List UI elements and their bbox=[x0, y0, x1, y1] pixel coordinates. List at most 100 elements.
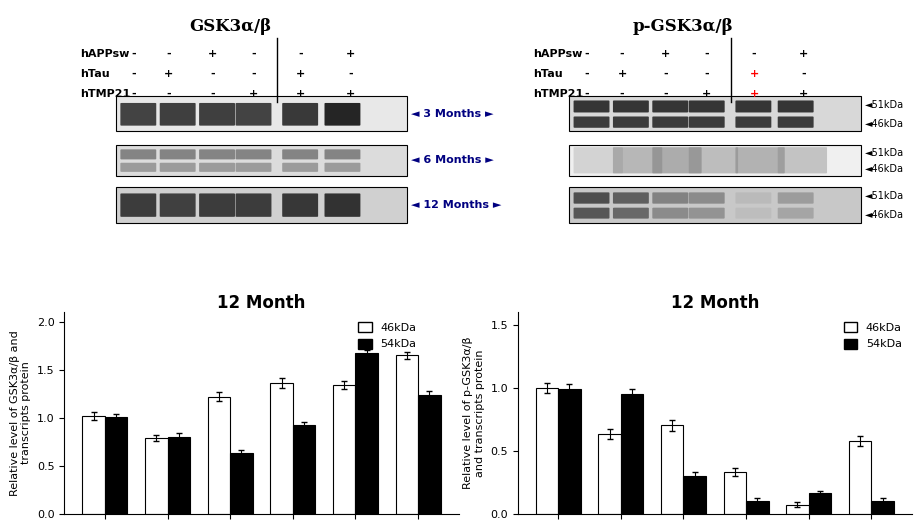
Y-axis label: Relative level of p-GSK3α/β
and transcripts protein: Relative level of p-GSK3α/β and transcri… bbox=[463, 336, 484, 489]
Text: +: + bbox=[702, 89, 712, 99]
FancyBboxPatch shape bbox=[236, 103, 272, 126]
Text: -: - bbox=[131, 89, 135, 99]
Text: -: - bbox=[131, 69, 135, 79]
Text: +: + bbox=[750, 69, 759, 79]
FancyBboxPatch shape bbox=[736, 116, 771, 128]
Text: -: - bbox=[584, 49, 589, 59]
FancyBboxPatch shape bbox=[282, 193, 318, 217]
Bar bbox=[168, 437, 190, 514]
FancyBboxPatch shape bbox=[282, 103, 318, 126]
FancyBboxPatch shape bbox=[689, 147, 738, 173]
Text: ◄ 6 Months ►: ◄ 6 Months ► bbox=[412, 155, 494, 165]
FancyBboxPatch shape bbox=[199, 103, 235, 126]
Title: 12 Month: 12 Month bbox=[670, 294, 759, 312]
FancyBboxPatch shape bbox=[777, 147, 827, 173]
Text: ◄ 12 Months ►: ◄ 12 Months ► bbox=[412, 200, 502, 210]
FancyBboxPatch shape bbox=[199, 149, 235, 159]
Text: -: - bbox=[131, 49, 135, 59]
Text: GSK3α/β: GSK3α/β bbox=[189, 18, 271, 35]
Bar bbox=[145, 438, 168, 514]
Text: +: + bbox=[297, 89, 306, 99]
Text: ◄51kDa: ◄51kDa bbox=[865, 100, 904, 110]
Text: +: + bbox=[799, 89, 808, 99]
Y-axis label: Relative level of GSK3α/β and
transcripts protein: Relative level of GSK3α/β and transcript… bbox=[10, 330, 31, 496]
Text: -: - bbox=[251, 69, 256, 79]
Bar bbox=[849, 441, 871, 514]
Text: +: + bbox=[249, 89, 258, 99]
FancyBboxPatch shape bbox=[652, 116, 688, 128]
Text: ◄46kDa: ◄46kDa bbox=[865, 210, 904, 220]
Text: -: - bbox=[167, 89, 171, 99]
Text: ◄51kDa: ◄51kDa bbox=[865, 148, 904, 158]
FancyBboxPatch shape bbox=[689, 101, 725, 113]
Text: hTau: hTau bbox=[533, 69, 563, 79]
Text: -: - bbox=[210, 89, 215, 99]
Text: -: - bbox=[801, 69, 806, 79]
Bar bbox=[105, 417, 127, 514]
FancyBboxPatch shape bbox=[689, 192, 725, 204]
FancyBboxPatch shape bbox=[121, 103, 157, 126]
Text: +: + bbox=[799, 49, 808, 59]
Text: hAPPsw: hAPPsw bbox=[533, 49, 583, 59]
Text: ◄46kDa: ◄46kDa bbox=[865, 118, 904, 128]
Bar bbox=[230, 453, 252, 514]
Bar bbox=[558, 389, 581, 514]
FancyBboxPatch shape bbox=[652, 192, 688, 204]
FancyBboxPatch shape bbox=[574, 116, 610, 128]
FancyBboxPatch shape bbox=[282, 163, 318, 172]
FancyBboxPatch shape bbox=[159, 193, 195, 217]
FancyBboxPatch shape bbox=[236, 193, 272, 217]
Text: -: - bbox=[705, 69, 709, 79]
Text: -: - bbox=[251, 49, 256, 59]
Title: 12 Month: 12 Month bbox=[217, 294, 306, 312]
FancyBboxPatch shape bbox=[236, 163, 272, 172]
FancyBboxPatch shape bbox=[121, 193, 157, 217]
Bar bbox=[599, 434, 621, 514]
Bar bbox=[270, 383, 293, 514]
FancyBboxPatch shape bbox=[282, 149, 318, 159]
FancyBboxPatch shape bbox=[689, 116, 725, 128]
Text: ◄46kDa: ◄46kDa bbox=[865, 164, 904, 174]
FancyBboxPatch shape bbox=[121, 149, 157, 159]
FancyBboxPatch shape bbox=[652, 208, 688, 219]
Text: -: - bbox=[584, 89, 589, 99]
Bar bbox=[356, 354, 378, 514]
Bar bbox=[116, 187, 407, 223]
Bar bbox=[569, 145, 860, 176]
Text: +: + bbox=[345, 49, 355, 59]
Text: -: - bbox=[705, 49, 709, 59]
Text: ◄ 3 Months ►: ◄ 3 Months ► bbox=[412, 108, 494, 118]
FancyBboxPatch shape bbox=[777, 116, 813, 128]
Text: hTau: hTau bbox=[80, 69, 110, 79]
Text: +: + bbox=[164, 69, 173, 79]
Text: -: - bbox=[620, 89, 624, 99]
FancyBboxPatch shape bbox=[574, 208, 610, 219]
Bar bbox=[746, 501, 769, 514]
Bar bbox=[661, 425, 683, 514]
Text: -: - bbox=[298, 49, 303, 59]
Bar bbox=[621, 394, 644, 514]
FancyBboxPatch shape bbox=[159, 103, 195, 126]
FancyBboxPatch shape bbox=[777, 192, 813, 204]
Text: +: + bbox=[297, 69, 306, 79]
Text: -: - bbox=[752, 49, 756, 59]
FancyBboxPatch shape bbox=[574, 147, 623, 173]
FancyBboxPatch shape bbox=[324, 193, 360, 217]
FancyBboxPatch shape bbox=[159, 163, 195, 172]
FancyBboxPatch shape bbox=[159, 149, 195, 159]
Text: -: - bbox=[584, 69, 589, 79]
Bar bbox=[724, 472, 746, 514]
Bar bbox=[395, 355, 418, 514]
Legend: 46kDa, 54kDa: 46kDa, 54kDa bbox=[354, 318, 421, 354]
Legend: 46kDa, 54kDa: 46kDa, 54kDa bbox=[839, 318, 906, 354]
Text: -: - bbox=[663, 69, 668, 79]
Text: +: + bbox=[617, 69, 627, 79]
FancyBboxPatch shape bbox=[777, 101, 813, 113]
FancyBboxPatch shape bbox=[736, 192, 771, 204]
FancyBboxPatch shape bbox=[613, 147, 662, 173]
Text: +: + bbox=[207, 49, 216, 59]
FancyBboxPatch shape bbox=[652, 147, 702, 173]
FancyBboxPatch shape bbox=[574, 192, 610, 204]
Bar bbox=[871, 501, 894, 514]
FancyBboxPatch shape bbox=[777, 208, 813, 219]
